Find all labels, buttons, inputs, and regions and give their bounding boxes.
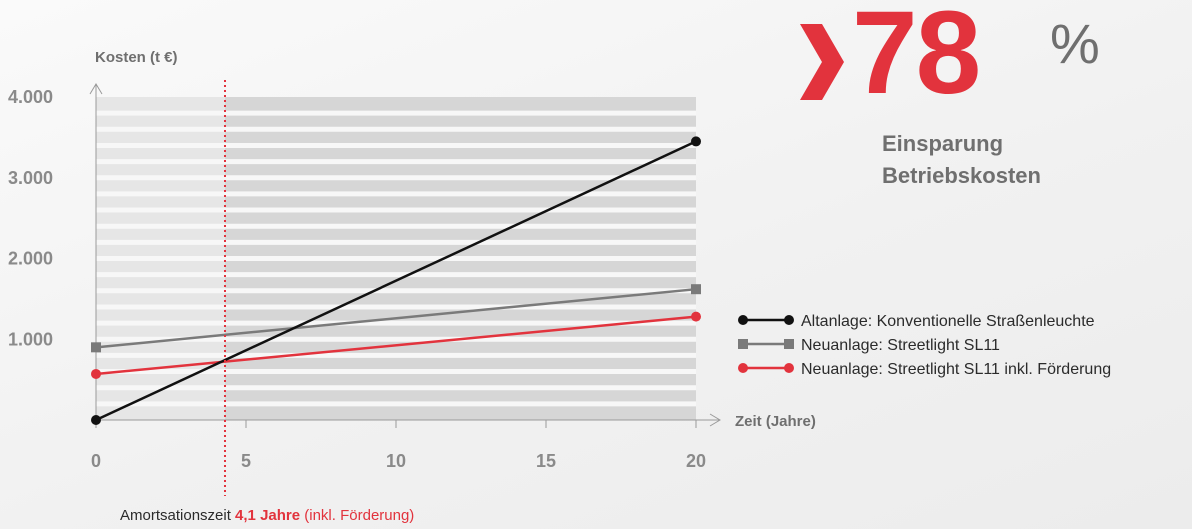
- series-3: [91, 311, 701, 379]
- savings-value: 78: [852, 0, 981, 119]
- chevron-right-icon: [800, 24, 844, 100]
- series-point: [91, 368, 101, 379]
- x-tick-label: 0: [91, 451, 101, 471]
- x-tick-label: 5: [241, 451, 251, 471]
- legend-marker-end: [784, 315, 794, 325]
- legend-label: Neuanlage: Streetlight SL11 inkl. Förder…: [801, 361, 1111, 378]
- x-tick-label: 15: [536, 451, 556, 471]
- savings-unit: %: [1050, 12, 1100, 75]
- series-point: [691, 136, 701, 147]
- savings-caption-line1: Einsparung: [882, 131, 1004, 156]
- x-axis-title: Zeit (Jahre): [735, 413, 816, 430]
- legend-marker-start: [738, 339, 748, 349]
- legend-item-2: Neuanlage: Streetlight SL11: [738, 337, 1000, 354]
- legend-marker-end: [784, 339, 794, 349]
- savings-kpi: 78 % Einsparung Betriebskosten: [800, 0, 1140, 210]
- legend-marker-start: [738, 315, 748, 325]
- x-tick-label: 10: [386, 451, 406, 471]
- series-line: [95, 287, 697, 349]
- tick-labels: 1.000 2.000 3.000 4.000 0 5 10 15 20: [8, 87, 706, 471]
- y-tick-label: 3.000: [8, 168, 53, 188]
- savings-caption-line2: Betriebskosten: [882, 163, 1041, 188]
- series-point: [91, 415, 101, 425]
- series-line: [95, 315, 697, 376]
- payback-value: 4,1 Jahre: [235, 507, 301, 524]
- legend-item-3: Neuanlage: Streetlight SL11 inkl. Förder…: [738, 361, 1111, 378]
- savings-caption: Einsparung Betriebskosten: [882, 128, 1041, 192]
- legend-label: Altanlage: Konventionelle Straßenleuchte: [801, 313, 1095, 330]
- series-line: [95, 140, 697, 422]
- legend-marker-start: [738, 363, 748, 373]
- legend: Altanlage: Konventionelle Straßenleuchte…: [738, 313, 1111, 378]
- series-lines: [91, 136, 701, 425]
- legend-label: Neuanlage: Streetlight SL11: [801, 337, 1000, 354]
- payback-footnote: Amortsationszeit 4,1 Jahre (inkl. Förder…: [120, 507, 414, 524]
- series-1: [91, 136, 701, 425]
- y-tick-label: 4.000: [8, 87, 53, 107]
- y-tick-label: 2.000: [8, 249, 53, 269]
- payback-note: (inkl. Förderung): [304, 507, 415, 524]
- legend-marker-end: [784, 363, 794, 373]
- grid-lines: [96, 110, 696, 407]
- legend-item-1: Altanlage: Konventionelle Straßenleuchte: [738, 313, 1095, 330]
- series-2: [91, 284, 701, 353]
- series-point: [691, 311, 701, 322]
- y-axis-arrow-icon: [89, 83, 103, 95]
- series-point: [91, 342, 101, 353]
- series-point: [691, 284, 701, 295]
- x-tick-label: 20: [686, 451, 706, 471]
- x-axis-arrow-icon: [709, 413, 721, 427]
- y-axis-title: Kosten (t €): [95, 49, 178, 66]
- y-tick-label: 1.000: [8, 329, 53, 349]
- payback-label: Amortsationszeit: [120, 507, 231, 524]
